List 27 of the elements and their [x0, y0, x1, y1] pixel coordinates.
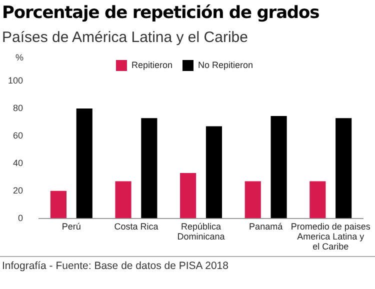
- bar: [141, 118, 158, 218]
- y-tick-label: 40: [13, 158, 24, 168]
- bar: [115, 181, 132, 218]
- y-tick-label: 0: [18, 212, 24, 223]
- bar: [50, 190, 66, 218]
- legend-label: No Repitieron: [198, 60, 254, 70]
- x-tick-label: Perú: [62, 222, 81, 232]
- y-tick-label: 60: [13, 130, 24, 140]
- x-tick-label: Costa Rica: [114, 222, 158, 232]
- y-tick-label: 100: [8, 75, 24, 86]
- bar: [310, 181, 326, 218]
- bar: [336, 118, 352, 218]
- y-tick-label: 20: [13, 185, 24, 196]
- bar: [76, 108, 92, 218]
- y-tick-label: 80: [13, 102, 24, 113]
- chart-title: Porcentaje de repetición de grados: [2, 3, 320, 23]
- legend-label: Repitieron: [131, 60, 173, 70]
- bar: [270, 116, 287, 218]
- bar: [244, 181, 261, 218]
- chart-subtitle: Países de América Latina y el Caribe: [2, 29, 249, 46]
- text: Infografía - Fuente: Base de datos de PISA 2018: [0, 256, 375, 272]
- bar: [206, 126, 222, 218]
- x-tick-label: Panamá: [249, 222, 283, 232]
- x-tick-label: Promedio de paises America Latina y el Caribe: [290, 222, 371, 252]
- y-axis-title: %: [16, 52, 24, 62]
- x-tick-label: República Dominicana: [177, 222, 225, 242]
- bar: [180, 172, 196, 218]
